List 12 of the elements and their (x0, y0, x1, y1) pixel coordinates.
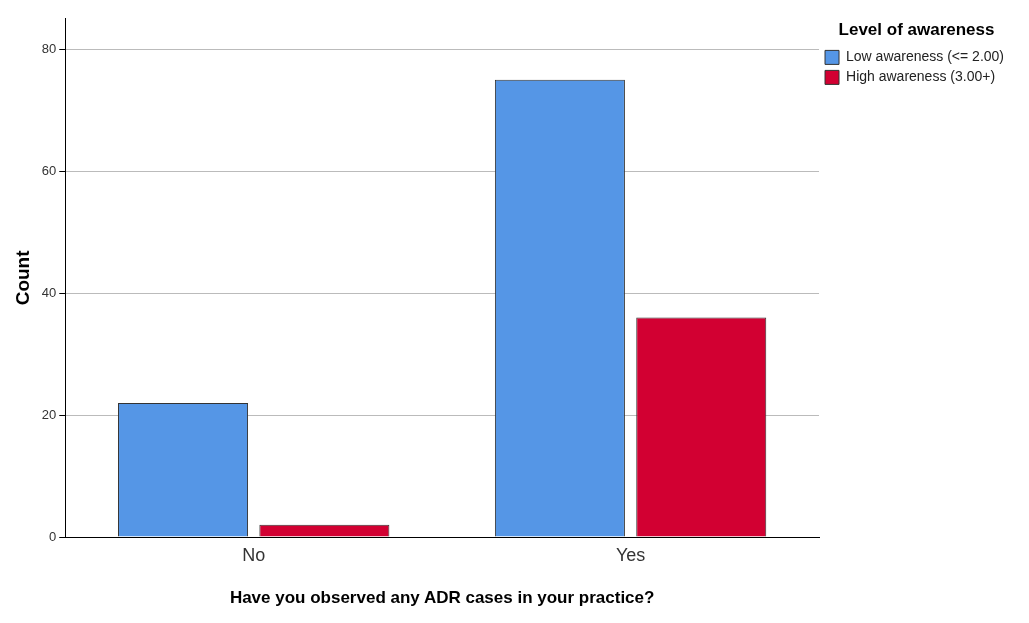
legend-title: Level of awareness (838, 20, 995, 40)
x-tick-label: Yes (615, 544, 646, 565)
y-tick-label: 40 (41, 284, 57, 300)
y-tick-label: 20 (41, 406, 57, 422)
x-tick-label: No (242, 544, 266, 565)
legend-label: High awareness (3.00+) (846, 68, 996, 85)
legend-label: Low awareness (<= 2.00) (846, 48, 1005, 65)
y-axis-title: Count (11, 249, 33, 306)
y-tick-label: 80 (41, 40, 57, 56)
x-axis-title: Have you observed any ADR cases in your practice? (229, 588, 655, 608)
y-tick-label: 0 (49, 528, 57, 544)
y-tick-label: 60 (41, 162, 57, 178)
